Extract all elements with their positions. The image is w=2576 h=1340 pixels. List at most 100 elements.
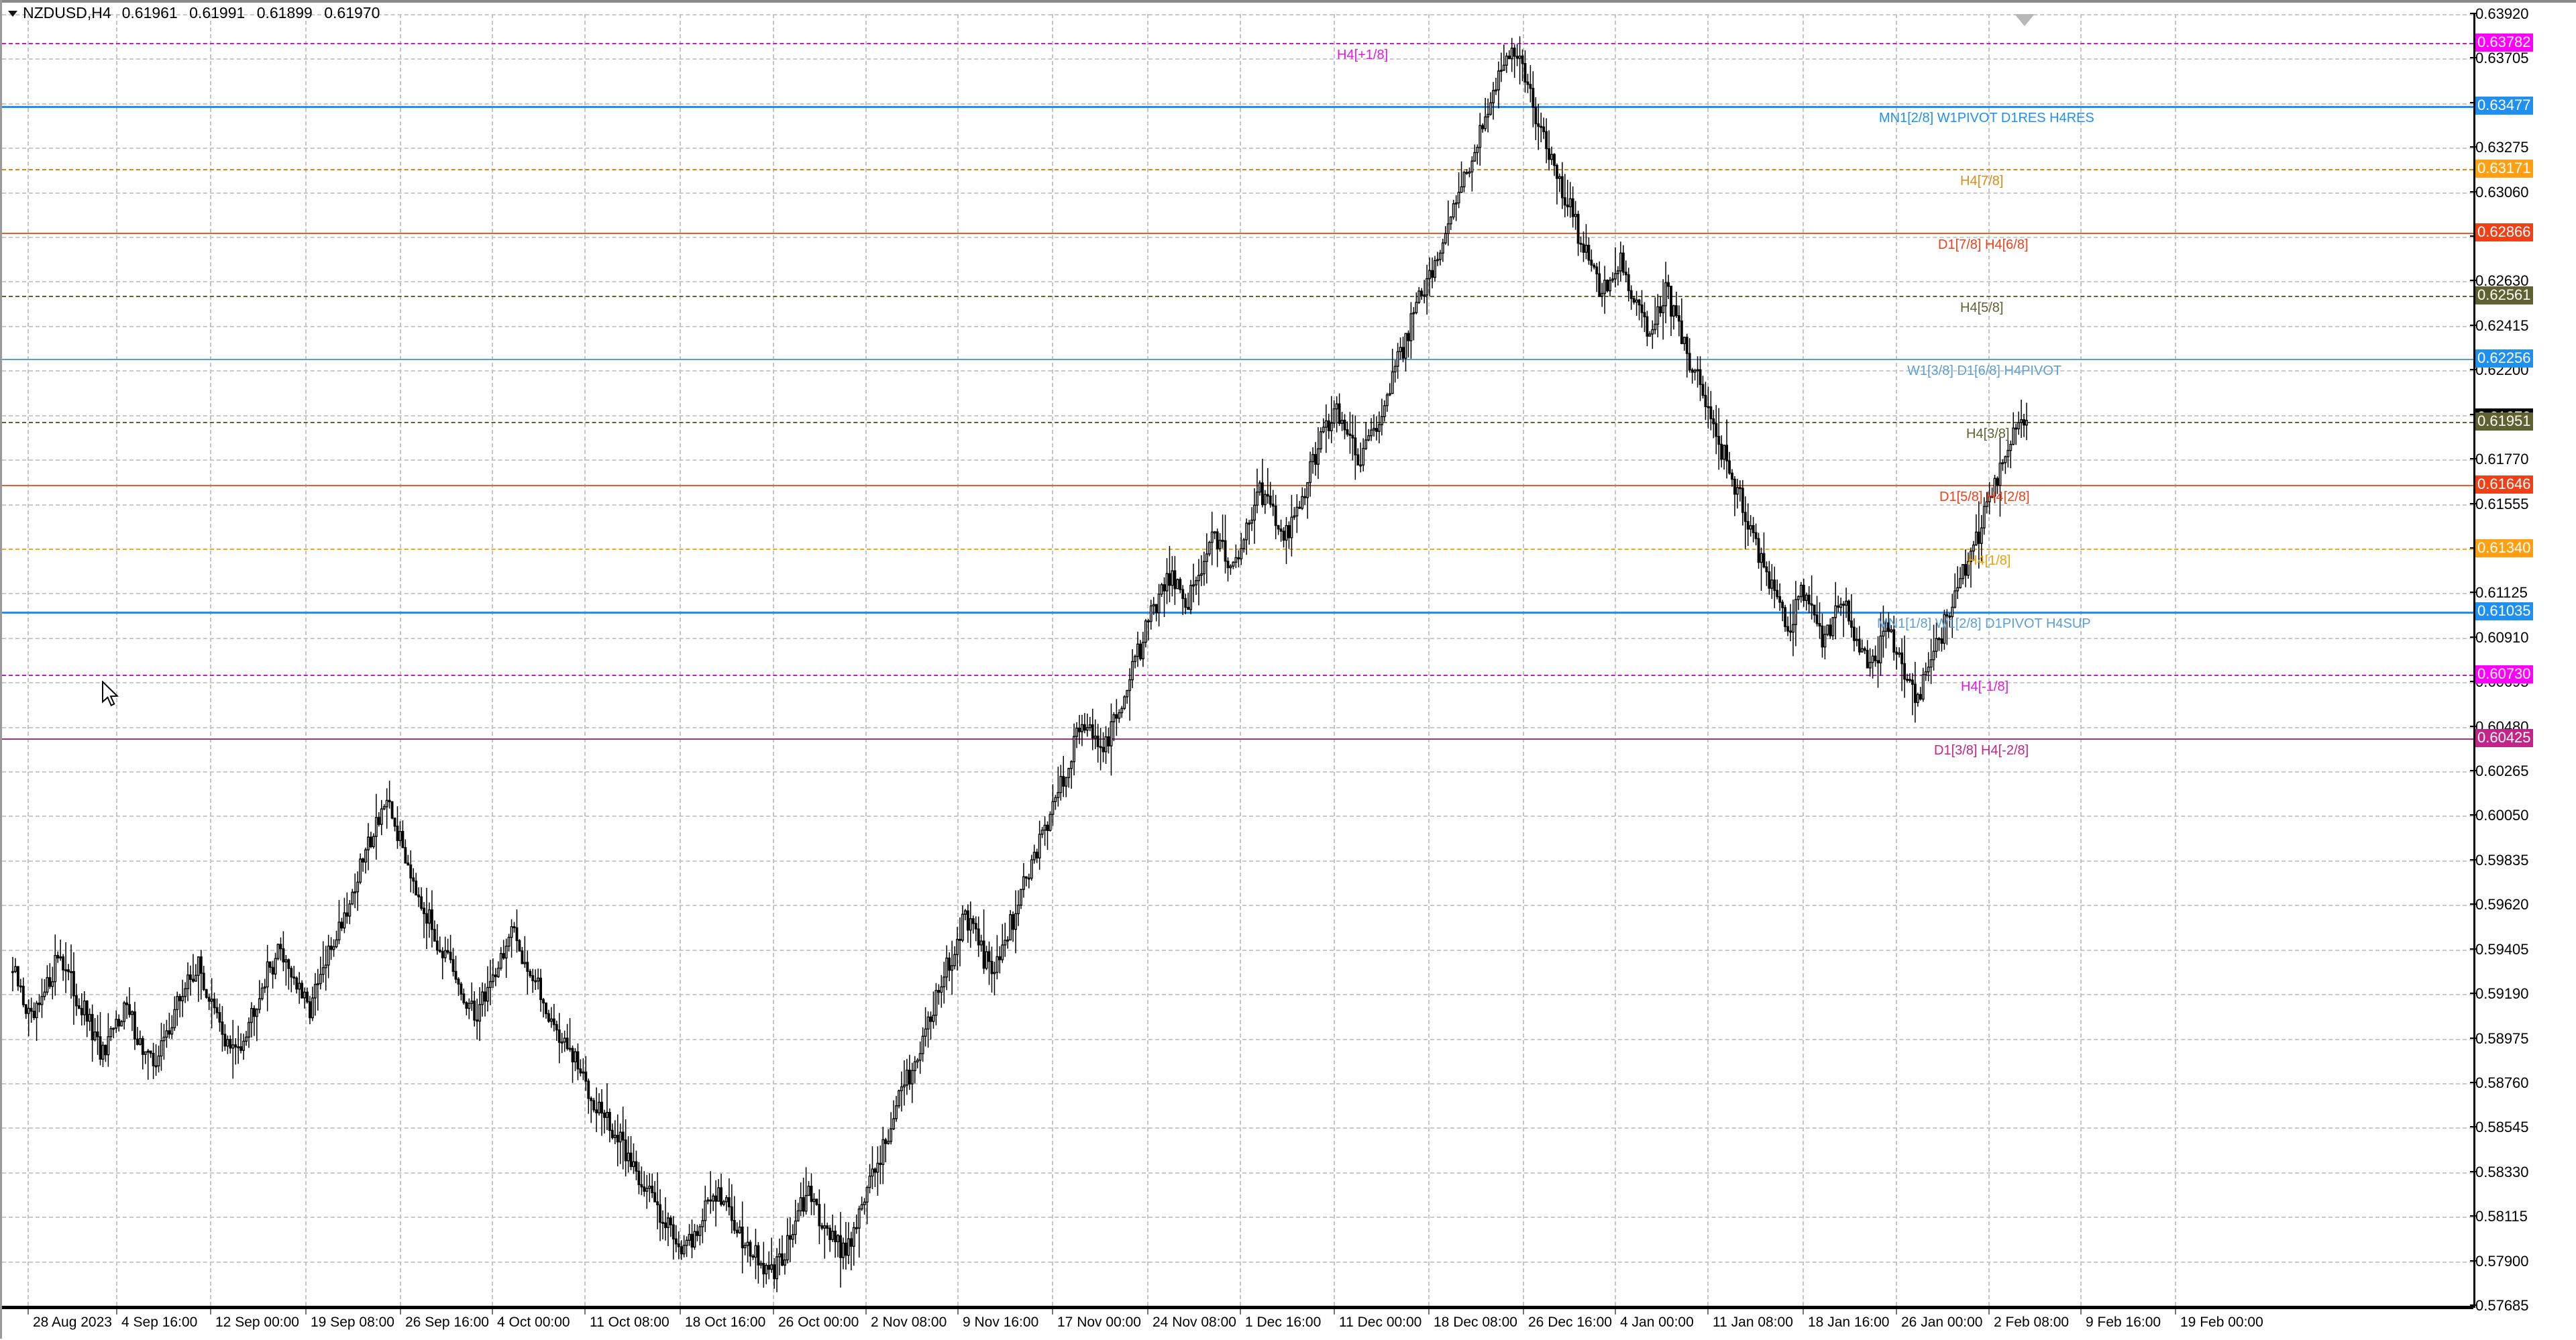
time-tick-mark <box>1896 1309 1897 1315</box>
level-line-mn1-2-8[interactable] <box>2 105 2473 108</box>
price-tick-mark <box>2470 770 2476 772</box>
candlestick-series <box>11 36 2028 1292</box>
price-tick-mark <box>2470 369 2476 371</box>
grid-line-horizontal <box>2 459 2473 461</box>
grid-line-horizontal <box>2 726 2473 728</box>
price-tick-mark <box>2470 413 2476 415</box>
level-line-w1-3-8[interactable] <box>2 359 2473 360</box>
grid-line-vertical <box>116 14 117 1306</box>
time-tick-mark <box>773 1309 774 1315</box>
time-tick-label: 2 Nov 08:00 <box>871 1315 947 1330</box>
level-tag-h4-plus-1-8: 0.63782 <box>2475 33 2533 52</box>
grid-line-vertical <box>2080 14 2082 1306</box>
price-tick-mark <box>2470 725 2476 727</box>
level-label-mn1-2-8: MN1[2/8] W1PIVOT D1RES H4RES <box>1879 110 2094 125</box>
time-tick-mark <box>584 1309 586 1315</box>
level-line-h4-7-8[interactable] <box>2 169 2473 171</box>
ohlc-quote-readout: 0.61961 0.61991 0.61899 0.61970 <box>122 4 388 22</box>
grid-line-vertical <box>680 14 681 1306</box>
chart-plot-area[interactable]: H4[+1/8] MN1[2/8] W1PIVOT D1RES H4RES H4[7… <box>2 14 2475 1308</box>
price-tick-label: 0.63060 <box>2470 184 2529 200</box>
level-label-d1-5-8: D1[5/8] H4[2/8] <box>1939 490 2030 505</box>
price-tick-mark <box>2470 1304 2476 1306</box>
price-tick-mark <box>2470 814 2476 816</box>
price-tick-label: 0.60265 <box>2470 764 2529 779</box>
chevron-down-icon[interactable] <box>4 4 21 21</box>
grid-line-horizontal <box>2 1127 2473 1129</box>
level-line-d1-5-8[interactable] <box>2 485 2473 487</box>
grid-line-vertical <box>1147 14 1148 1306</box>
time-tick-mark <box>1803 1309 1804 1315</box>
time-tick-mark <box>210 1309 211 1315</box>
level-line-h4-plus-1-8[interactable] <box>2 42 2473 44</box>
price-tick-mark <box>2470 280 2476 282</box>
price-tick-mark <box>2470 146 2476 148</box>
time-tick-mark <box>1523 1309 1524 1315</box>
grid-line-horizontal <box>2 370 2473 372</box>
quote-close: 0.61970 <box>324 3 380 21</box>
time-tick-mark <box>400 1309 401 1315</box>
level-line-d1-3-8[interactable] <box>2 738 2473 740</box>
grid-line-vertical <box>865 14 867 1306</box>
price-tick-label: 0.60910 <box>2470 630 2529 645</box>
window-frame-left <box>0 0 2 1339</box>
grid-line-horizontal <box>2 1261 2473 1263</box>
time-tick-mark <box>2080 1309 2082 1315</box>
level-line-h4-5-8[interactable] <box>2 295 2473 297</box>
grid-line-vertical <box>584 14 586 1306</box>
level-line-h4-3-8[interactable] <box>2 422 2473 424</box>
time-tick-label: 4 Jan 00:00 <box>1620 1315 1694 1330</box>
grid-line-horizontal <box>2 1306 2473 1307</box>
level-label-mn1-1-8: MN1[1/8] W1[2/8] D1PIVOT H4SUP <box>1877 616 2091 632</box>
bar-marker-icon <box>2015 14 2035 26</box>
time-axis[interactable]: 28 Aug 2023 4 Sep 16:00 12 Sep 00:00 19 Sep… <box>2 1308 2473 1340</box>
price-tick-mark <box>2470 190 2476 192</box>
grid-line-vertical <box>1428 14 1430 1306</box>
window-frame-top <box>0 0 2576 3</box>
level-label-d1-3-8: D1[3/8] H4[-2/8] <box>1934 742 2029 758</box>
time-tick-label: 24 Nov 08:00 <box>1152 1315 1236 1330</box>
grid-line-vertical <box>1988 14 1990 1306</box>
grid-line-vertical <box>957 14 959 1306</box>
price-tick-mark <box>2470 1126 2476 1128</box>
grid-line-vertical <box>305 14 307 1306</box>
grid-line-horizontal <box>2 1082 2473 1084</box>
price-tick-mark <box>2470 903 2476 905</box>
grid-line-horizontal <box>2 994 2473 996</box>
time-tick-mark <box>1147 1309 1148 1315</box>
level-label-h4-1-8: H4[1/8] <box>1968 553 2011 568</box>
quote-open: 0.61961 <box>121 3 178 21</box>
price-tick-label: 0.61555 <box>2470 496 2529 512</box>
grid-line-horizontal <box>2 682 2473 684</box>
level-tag-h4-1-8: 0.61340 <box>2475 539 2533 557</box>
time-tick-label: 26 Dec 16:00 <box>1528 1315 1612 1330</box>
price-tick-mark <box>2470 324 2476 326</box>
price-tick-mark <box>2470 1037 2476 1039</box>
level-tag-d1-7-8: 0.62866 <box>2475 223 2533 241</box>
time-tick-mark <box>1334 1309 1335 1315</box>
grid-line-horizontal <box>2 860 2473 862</box>
price-tick-label: 0.58760 <box>2470 1075 2529 1091</box>
level-line-h4-1-8[interactable] <box>2 548 2473 550</box>
price-tick-label: 0.61125 <box>2470 585 2528 600</box>
grid-line-horizontal <box>2 1038 2473 1040</box>
level-label-h4-minus-1-8: H4[-1/8] <box>1961 679 2009 695</box>
level-line-mn1-1-8[interactable] <box>2 612 2473 614</box>
grid-line-horizontal <box>2 593 2473 595</box>
level-line-d1-7-8[interactable] <box>2 232 2473 234</box>
grid-line-horizontal <box>2 414 2473 416</box>
level-tag-mn1-1-8: 0.61035 <box>2475 602 2533 621</box>
grid-line-horizontal <box>2 103 2473 105</box>
grid-line-vertical <box>28 14 29 1306</box>
time-tick-mark <box>492 1309 493 1315</box>
level-line-h4-minus-1-8[interactable] <box>2 675 2473 677</box>
grid-line-vertical <box>1334 14 1335 1306</box>
level-tag-d1-3-8: 0.60425 <box>2475 728 2533 747</box>
price-tick-mark <box>2470 1170 2476 1172</box>
time-tick-label: 18 Jan 16:00 <box>1808 1315 1890 1330</box>
grid-line-vertical <box>1803 14 1804 1306</box>
price-tick-label: 0.62630 <box>2470 274 2529 288</box>
price-tick-label: 0.61770 <box>2470 452 2529 467</box>
time-tick-label: 26 Oct 00:00 <box>778 1315 859 1330</box>
price-axis[interactable]: 0.639200.637050.634900.632750.630600.628… <box>2470 7 2576 1313</box>
